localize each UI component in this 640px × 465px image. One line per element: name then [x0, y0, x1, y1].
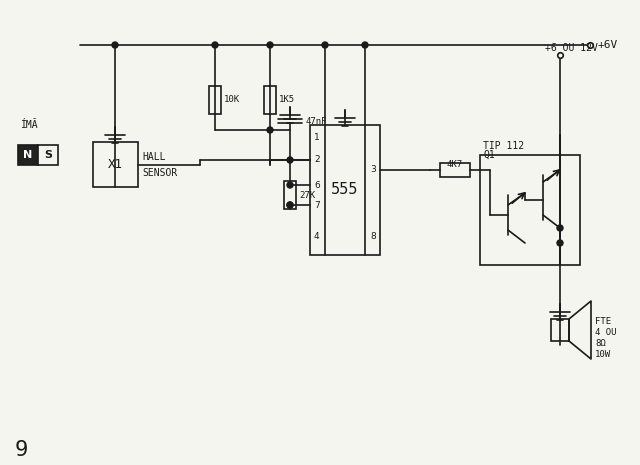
Text: 6: 6 [314, 180, 320, 190]
Text: 4: 4 [314, 232, 319, 241]
Circle shape [287, 202, 293, 208]
Text: S: S [44, 150, 52, 160]
Circle shape [287, 157, 293, 163]
Text: 47nF: 47nF [306, 117, 328, 126]
Bar [284, 181, 296, 209]
Circle shape [362, 42, 368, 48]
Text: 1: 1 [314, 133, 320, 141]
Text: ÍMÃ: ÍMÃ [21, 120, 39, 130]
Text: 8: 8 [371, 232, 376, 241]
Circle shape [267, 42, 273, 48]
Bar [264, 86, 276, 114]
Bar [551, 319, 569, 341]
Bar [38, 145, 58, 165]
Circle shape [287, 202, 293, 208]
Circle shape [267, 127, 273, 133]
Circle shape [557, 240, 563, 246]
Text: +6 OU 12V: +6 OU 12V [545, 43, 598, 53]
Text: HALL: HALL [143, 152, 166, 162]
Bar [310, 125, 380, 255]
Circle shape [112, 42, 118, 48]
Circle shape [287, 182, 293, 188]
Text: SENSOR: SENSOR [143, 168, 178, 178]
Text: Q1: Q1 [483, 150, 495, 160]
Bar [480, 155, 580, 265]
Text: 3: 3 [371, 166, 376, 174]
Text: FTE
4 OU
8Ω
10W: FTE 4 OU 8Ω 10W [595, 317, 616, 359]
Text: 9: 9 [15, 440, 28, 460]
Text: N: N [24, 150, 33, 160]
Text: 10K: 10K [224, 95, 240, 105]
Bar [209, 86, 221, 114]
Text: 1K5: 1K5 [279, 95, 295, 105]
Circle shape [557, 225, 563, 231]
Text: 2: 2 [314, 155, 319, 165]
Bar [440, 163, 470, 177]
Text: 7: 7 [314, 200, 320, 210]
Bar [93, 142, 138, 187]
Text: TIP 112: TIP 112 [483, 141, 524, 151]
Text: X1: X1 [108, 159, 122, 172]
Text: 4K7: 4K7 [447, 160, 463, 169]
Circle shape [322, 42, 328, 48]
Bar [18, 145, 38, 165]
Text: 555: 555 [332, 182, 358, 198]
Text: 27K: 27K [299, 191, 315, 199]
Text: +6V: +6V [598, 40, 618, 50]
Circle shape [212, 42, 218, 48]
